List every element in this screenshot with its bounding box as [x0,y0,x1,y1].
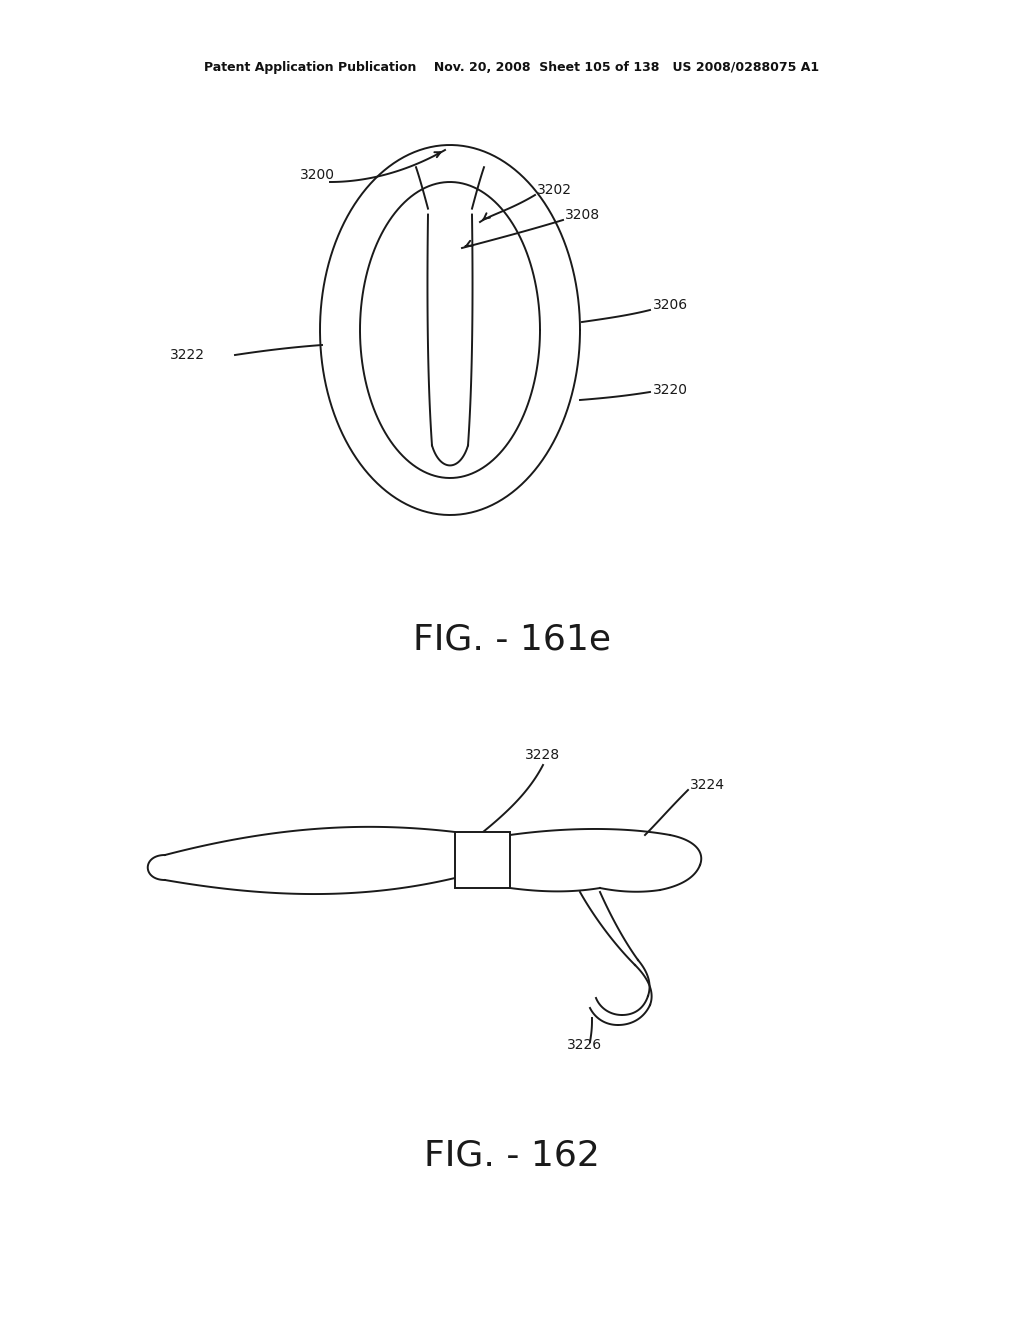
Text: FIG. - 161e: FIG. - 161e [413,623,611,657]
Text: FIG. - 162: FIG. - 162 [424,1138,600,1172]
Text: 3206: 3206 [653,298,688,312]
Text: 3226: 3226 [567,1038,602,1052]
Text: 3202: 3202 [537,183,572,197]
Text: 3208: 3208 [565,209,600,222]
Text: Patent Application Publication    Nov. 20, 2008  Sheet 105 of 138   US 2008/0288: Patent Application Publication Nov. 20, … [205,62,819,74]
Bar [455,832,510,888]
Text: 3222: 3222 [170,348,205,362]
Text: 3228: 3228 [525,748,560,762]
Text: 3200: 3200 [300,168,335,182]
Text: 3220: 3220 [653,383,688,397]
Text: 3224: 3224 [690,777,725,792]
